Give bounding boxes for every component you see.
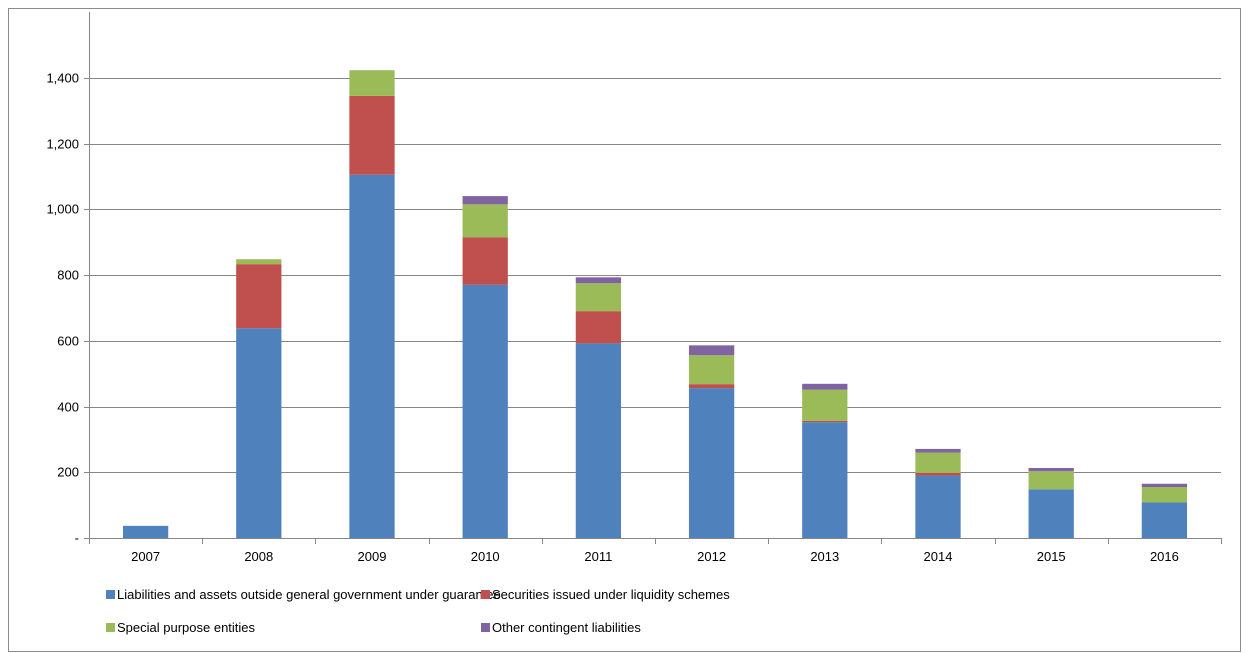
bar-segment bbox=[915, 448, 961, 453]
legend-label: Special purpose entities bbox=[117, 620, 256, 635]
bar-segment bbox=[915, 452, 961, 473]
bar-segment bbox=[688, 345, 735, 356]
bar-segment bbox=[802, 420, 848, 423]
bar-segment bbox=[1141, 487, 1188, 503]
bar-segment bbox=[575, 277, 622, 284]
bar-segment bbox=[575, 283, 622, 312]
bar-segment bbox=[462, 196, 508, 205]
legend-swatch bbox=[481, 623, 490, 632]
y-tick-label: 200 bbox=[57, 465, 79, 480]
y-tick-label: 1,000 bbox=[46, 202, 79, 217]
x-tick-label: 2008 bbox=[244, 549, 273, 564]
x-tick-label: 2016 bbox=[1150, 549, 1179, 564]
bar-segment bbox=[462, 204, 508, 238]
bar-segment bbox=[1141, 502, 1188, 538]
y-tick-label: 600 bbox=[57, 334, 79, 349]
x-tick-label: 2012 bbox=[697, 549, 726, 564]
bar-segment bbox=[1028, 467, 1074, 472]
x-tick-label: 2014 bbox=[924, 549, 953, 564]
chart-frame bbox=[8, 8, 1241, 652]
bar-segment bbox=[915, 472, 961, 476]
x-tick-label: 2013 bbox=[810, 549, 839, 564]
bar-segment bbox=[349, 95, 395, 175]
legend-label: Securities issued under liquidity scheme… bbox=[492, 587, 730, 602]
bar-segment bbox=[688, 384, 735, 389]
legend-swatch bbox=[106, 623, 115, 632]
bar-segment bbox=[1028, 489, 1074, 538]
bar-segment bbox=[688, 388, 735, 538]
bar-segment bbox=[575, 311, 622, 344]
y-tick-label: - bbox=[75, 531, 79, 546]
bar-segment bbox=[915, 475, 961, 538]
bar-segment bbox=[802, 422, 848, 538]
x-tick-label: 2015 bbox=[1037, 549, 1066, 564]
legend-label: Liabilities and assets outside general g… bbox=[117, 587, 501, 602]
bar-segment bbox=[1141, 483, 1188, 488]
axes bbox=[84, 12, 1222, 544]
bars bbox=[122, 70, 1188, 538]
bar-segment bbox=[122, 525, 169, 538]
legend-swatch bbox=[106, 590, 115, 599]
bar-segment bbox=[236, 328, 282, 538]
bar-segment bbox=[802, 383, 848, 390]
y-tick-label: 1,400 bbox=[46, 71, 79, 86]
y-tick-labels: - 200 400 600 800 1,000 1,200 1,400 bbox=[46, 71, 79, 546]
legend: Liabilities and assets outside general g… bbox=[106, 587, 730, 635]
bar-segment bbox=[802, 389, 848, 421]
bar-segment bbox=[236, 259, 282, 265]
bar-segment bbox=[575, 343, 622, 538]
bar-segment bbox=[688, 355, 735, 385]
bar-segment bbox=[349, 70, 395, 96]
x-tick-label: 2009 bbox=[358, 549, 387, 564]
y-tick-label: 800 bbox=[57, 268, 79, 283]
x-tick-labels: 2007 2008 2009 2010 2011 2012 2013 2014 2015 2016 bbox=[131, 549, 1179, 564]
legend-swatch bbox=[481, 590, 490, 599]
bar-segment bbox=[236, 264, 282, 329]
x-tick-label: 2011 bbox=[584, 549, 612, 564]
y-tick-label: 400 bbox=[57, 400, 79, 415]
bar-segment bbox=[462, 237, 508, 285]
bar-segment bbox=[349, 174, 395, 538]
bar-segment bbox=[462, 284, 508, 538]
bar-segment bbox=[1028, 471, 1074, 490]
x-tick-label: 2010 bbox=[471, 549, 500, 564]
x-tick-label: 2007 bbox=[131, 549, 160, 564]
legend-label: Other contingent liabilities bbox=[492, 620, 641, 635]
y-tick-label: 1,200 bbox=[46, 137, 79, 152]
